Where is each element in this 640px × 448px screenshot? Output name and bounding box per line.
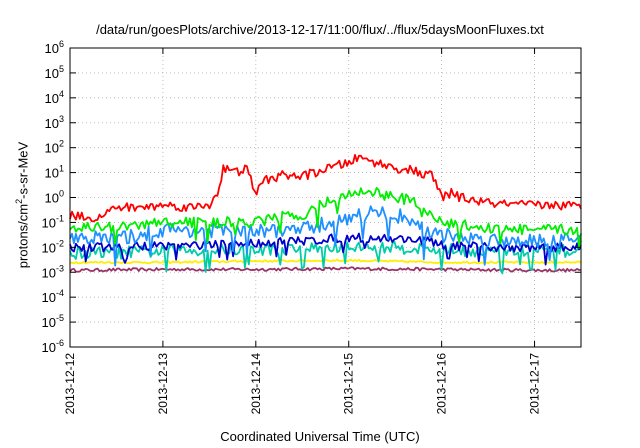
y-tick-label: 102 [45, 139, 64, 156]
series-line [69, 205, 582, 267]
grid-lines [70, 48, 581, 347]
y-tick-label: 10-5 [42, 313, 64, 330]
chart-title: /data/run/goesPlots/archive/2013-12-17/1… [96, 22, 544, 37]
x-tick-label: 2013-12-16 [435, 353, 449, 415]
x-tick-label: 2013-12-17 [528, 353, 542, 415]
axis-ticks [69, 47, 581, 348]
series-line [69, 266, 582, 273]
x-tick-label: 2013-12-13 [156, 353, 170, 415]
series-layer [69, 153, 582, 275]
y-tick-label: 100 [45, 189, 64, 206]
x-axis-label: Coordinated Universal Time (UTC) [220, 429, 420, 444]
y-tick-label: 10-1 [42, 213, 64, 230]
series-line [69, 186, 582, 249]
y-tick-label: 10-3 [42, 263, 64, 280]
series-line [69, 232, 582, 266]
x-tick-labels: 2013-12-12 2013-12-13 2013-12-14 2013-12-15… [63, 353, 542, 415]
y-tick-label: 105 [45, 64, 64, 81]
y-tick-label: 10-4 [42, 288, 64, 305]
x-tick-label: 2013-12-15 [342, 353, 356, 415]
y-tick-label: 10-2 [42, 238, 64, 255]
y-tick-label: 10-6 [42, 338, 64, 355]
series-line [69, 258, 582, 265]
y-tick-label: 103 [45, 114, 64, 131]
x-tick-label: 2013-12-12 [63, 353, 77, 415]
y-tick-label: 101 [45, 164, 64, 181]
y-tick-label: 106 [45, 39, 64, 56]
y-tick-label: 104 [45, 89, 64, 106]
x-tick-label: 2013-12-14 [249, 353, 263, 415]
y-axis-label: protons/cm2-s-sr-MeV [14, 141, 31, 269]
y-tick-labels: 10-6 10-5 10-4 10-3 10-2 10-1 100 101 102 103 104 1… [42, 39, 64, 355]
series-line [69, 153, 582, 223]
